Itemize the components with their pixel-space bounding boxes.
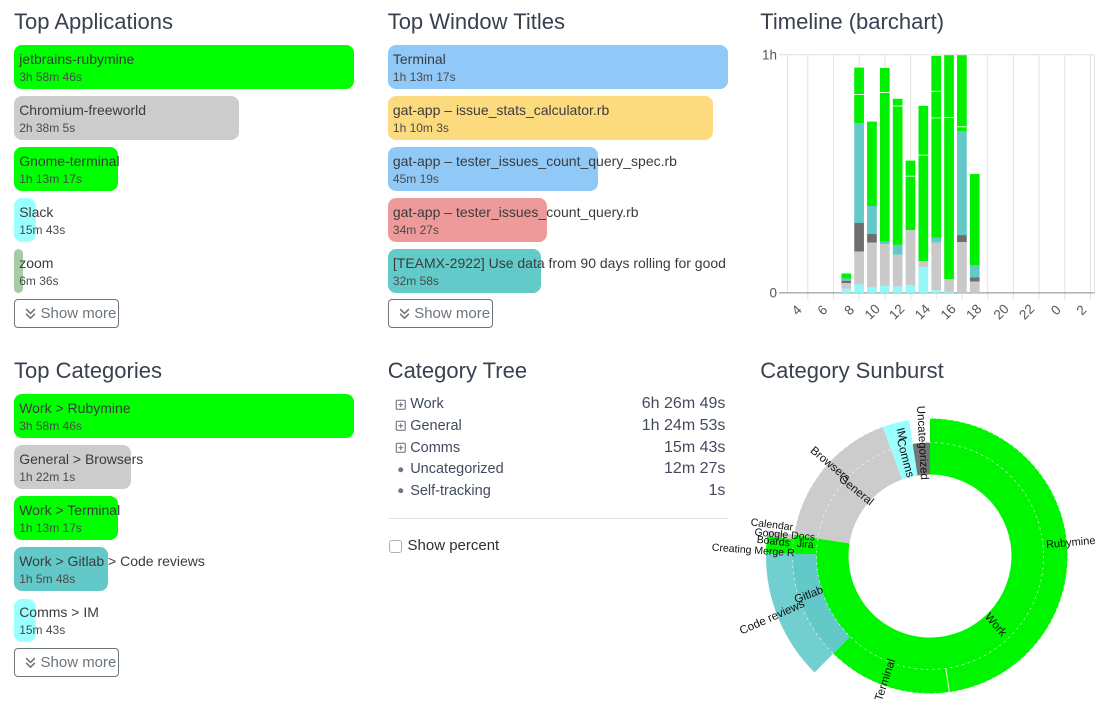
svg-text:8: 8 — [841, 302, 857, 318]
svg-text:16: 16 — [938, 301, 959, 322]
svg-text:Jira: Jira — [796, 538, 814, 551]
svg-text:Rubymine: Rubymine — [1046, 535, 1096, 551]
svg-text:18: 18 — [963, 301, 984, 322]
svg-text:1h: 1h — [762, 47, 777, 62]
svg-text:10: 10 — [862, 301, 883, 322]
svg-text:Calendar: Calendar — [750, 516, 794, 533]
svg-text:Google Docs: Google Docs — [754, 526, 816, 543]
svg-text:12: 12 — [886, 301, 907, 322]
svg-text:20: 20 — [991, 301, 1012, 322]
svg-text:IM: IM — [893, 426, 908, 441]
svg-text:0: 0 — [1048, 302, 1064, 318]
svg-text:Boards: Boards — [756, 534, 790, 549]
svg-text:Uncategorized: Uncategorized — [914, 406, 930, 481]
svg-text:6: 6 — [814, 302, 830, 318]
svg-text:Creating Merge R: Creating Merge R — [711, 542, 795, 560]
svg-text:22: 22 — [1016, 301, 1037, 322]
svg-text:4: 4 — [789, 302, 805, 318]
svg-text:2: 2 — [1074, 302, 1090, 318]
svg-text:14: 14 — [912, 301, 934, 323]
svg-text:0: 0 — [769, 285, 777, 300]
